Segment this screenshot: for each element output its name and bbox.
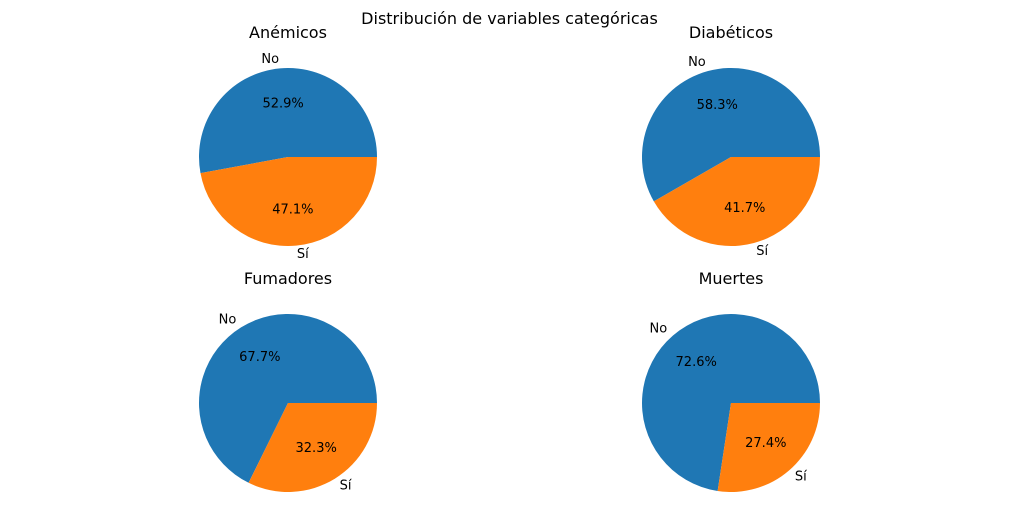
pie-percent-label: 41.7% [724,201,765,216]
pie-slice-no [199,314,377,483]
pie-category-label: Sí [756,244,768,259]
pie-chart-muertes: Muertes 72.6% No 27.4% Sí [641,269,820,492]
pie-slice-s [248,403,377,493]
pie-percent-label: 58.3% [697,98,738,113]
pie-slice-no [642,67,820,202]
pie-chart-anemicos: Anémicos 52.9% No 47.1% Sí [199,23,377,262]
pie-percent-label: 32.3% [296,441,337,456]
pie-slice-s [653,157,820,246]
pie-category-label: No [649,321,667,336]
pie-percent-label: 47.1% [272,203,313,218]
pie-category-label: No [688,55,706,70]
pie-percent-label: 27.4% [745,436,786,451]
pie-slice-s [200,157,377,247]
pie-slice-no [199,68,377,174]
pie-category-label: Sí [795,470,807,485]
pie-category-label: Sí [340,479,352,494]
pie-percent-label: 67.7% [239,350,280,365]
pie-title: Fumadores [244,269,332,288]
pie-percent-label: 52.9% [262,96,303,111]
pie-category-label: Sí [297,247,309,262]
pie-category-label: No [219,312,237,327]
pie-chart-fumadores: Fumadores 67.7% No 32.3% Sí [199,269,377,494]
pie-title: Muertes [699,269,764,288]
pie-slice-no [641,314,820,491]
pie-title: Anémicos [249,23,327,42]
figure-suptitle: Distribución de variables categóricas [361,9,658,28]
pie-chart-diabeticos: Diabéticos 58.3% No 41.7% Sí [642,23,820,259]
pie-category-label: No [261,52,279,67]
pie-percent-label: 72.6% [676,355,717,370]
pie-title: Diabéticos [689,23,773,42]
pie-slice-s [717,403,820,492]
